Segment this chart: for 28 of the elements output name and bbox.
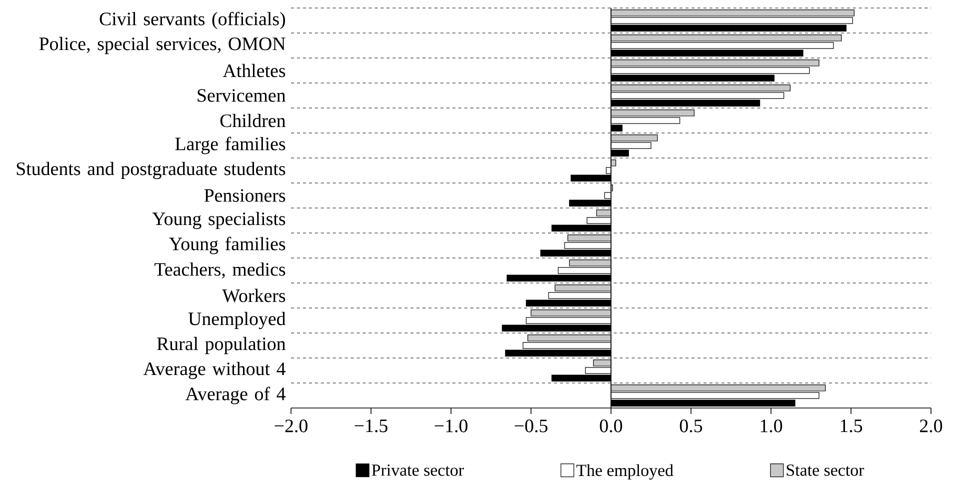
y-tick-label: Workers xyxy=(222,288,286,302)
y-tick-label: Young specialists xyxy=(152,212,286,230)
legend-label: Private sector xyxy=(372,464,464,476)
legend-label: State sector xyxy=(786,464,864,476)
x-tick-label: −1.0 xyxy=(434,420,468,432)
legend-label: The employed xyxy=(576,464,674,480)
y-tick-label: Large families xyxy=(175,136,286,154)
x-tick-label: 2.0 xyxy=(920,420,942,432)
x-tick-label: −2.0 xyxy=(274,420,308,432)
x-tick-label: 1.0 xyxy=(760,420,782,432)
y-tick-label: Police, special services, OMON xyxy=(39,36,286,54)
x-tick-label: −1.5 xyxy=(354,420,388,432)
y-tick-label: Rural population xyxy=(157,336,286,354)
y-tick-label: Athletes xyxy=(222,64,286,78)
y-tick-label: Children xyxy=(220,114,286,128)
x-tick-label: 0.5 xyxy=(680,420,702,432)
y-tick-label: Teachers, medics xyxy=(154,262,286,279)
y-tick-label: Average of 4 xyxy=(185,386,286,404)
y-tick-label: Servicemen xyxy=(198,89,286,102)
y-tick-label: Unemployed xyxy=(188,312,286,330)
x-tick-label: 1.5 xyxy=(840,420,862,432)
x-tick-label: −0.5 xyxy=(514,420,548,432)
y-tick-label: Students and postgraduate students xyxy=(16,162,286,180)
y-tick-label: Pensioners xyxy=(204,189,286,202)
y-tick-label: Average without 4 xyxy=(143,362,286,380)
y-tick-label: Civil servants (officials) xyxy=(100,12,285,30)
y-tick-label: Young families xyxy=(169,236,286,254)
x-tick-label: 0.0 xyxy=(600,420,622,432)
